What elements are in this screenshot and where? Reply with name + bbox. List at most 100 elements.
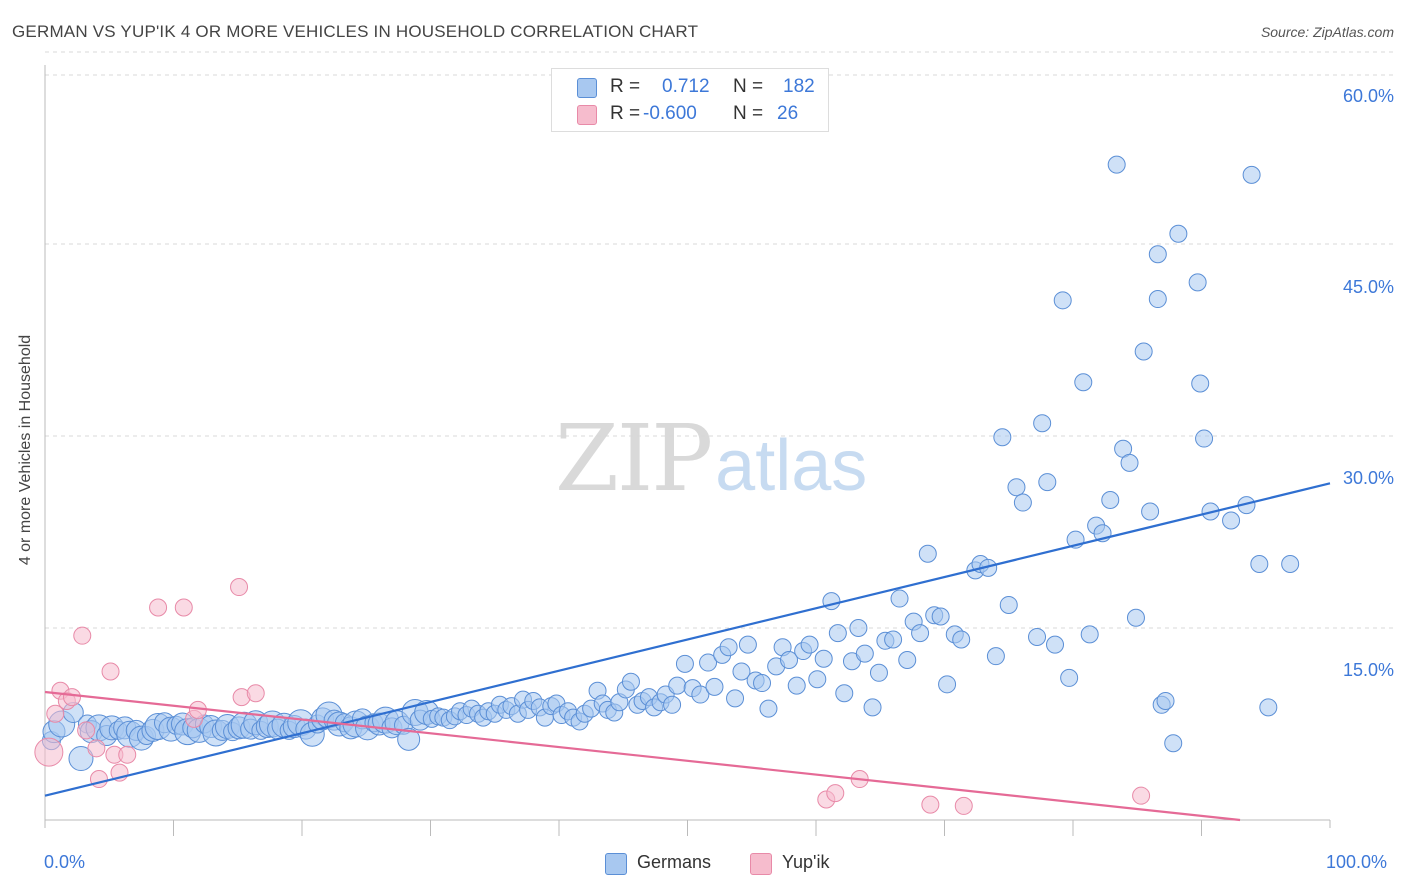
point-germans [1080, 625, 1099, 644]
legend-row-yupik: R = -0.600 N = 26 [552, 101, 828, 127]
stats-legend: R = 0.712 N = 182 R = -0.600 N = 26 [551, 68, 829, 132]
bottom-legend-label-yupik: Yup'ik [782, 852, 830, 872]
point-yupik [77, 721, 96, 740]
bottom-legend-swatch-yupik [750, 853, 772, 875]
legend-swatch-germans [577, 78, 597, 98]
point-germans [1222, 511, 1241, 530]
point-yupik [954, 796, 973, 815]
point-germans [931, 607, 950, 626]
y-axis-label-wrap: 4 or more Vehicles in Household [6, 75, 46, 825]
trend-line-germans [44, 482, 1331, 797]
point-germans [1169, 224, 1188, 243]
x-tick-label: 100.0% [1326, 852, 1388, 872]
point-germans [753, 674, 772, 693]
point-germans [1242, 165, 1261, 184]
point-germans [911, 624, 930, 643]
point-germans [1164, 734, 1183, 753]
point-germans [1007, 478, 1026, 497]
point-germans [663, 695, 682, 714]
y-tick-label: 45.0% [1342, 277, 1394, 297]
point-germans [898, 651, 917, 669]
point-germans [397, 727, 421, 751]
point-yupik [230, 578, 249, 597]
point-yupik [1132, 786, 1151, 805]
point-germans [1046, 635, 1065, 654]
y-tick-label: 30.0% [1342, 468, 1394, 488]
point-germans [691, 685, 710, 704]
legend-row-germans: R = 0.712 N = 182 [552, 74, 828, 100]
source-label: Source: ZipAtlas.com [1260, 24, 1394, 40]
trend-line-yupik [44, 690, 1241, 822]
point-germans [999, 595, 1018, 614]
bottom-legend-swatch-germans [605, 853, 627, 875]
point-germans [855, 644, 874, 663]
point-germans [1126, 608, 1145, 627]
point-germans [849, 619, 868, 637]
point-germans [1281, 555, 1300, 573]
point-germans [808, 670, 827, 689]
point-yupik [826, 784, 845, 803]
point-germans [986, 647, 1005, 666]
point-germans [1191, 374, 1210, 393]
point-germans [732, 662, 751, 681]
point-germans [738, 635, 757, 654]
point-germans [1107, 155, 1126, 174]
point-germans [726, 689, 745, 708]
point-yupik [101, 662, 120, 681]
legend-r-value: 0.712 [662, 76, 710, 97]
point-germans [68, 746, 94, 772]
point-germans [1101, 491, 1120, 509]
legend-n-label: N = [733, 76, 764, 97]
point-germans [814, 649, 833, 668]
point-germans [1074, 373, 1093, 392]
x-tick-label: 0.0% [44, 852, 86, 872]
legend-r-label: R = [610, 103, 641, 124]
point-germans [1250, 555, 1269, 573]
legend-swatch-yupik [577, 105, 597, 125]
point-germans [918, 544, 937, 563]
point-germans [705, 677, 724, 696]
point-germans [1120, 453, 1139, 472]
point-germans [759, 699, 778, 718]
point-germans [800, 635, 819, 654]
point-germans [1259, 698, 1278, 717]
point-yupik [34, 737, 64, 767]
bottom-legend-label-germans: Germans [637, 852, 712, 872]
point-germans [828, 624, 847, 643]
point-yupik [921, 795, 940, 814]
point-germans [1141, 502, 1160, 521]
point-germans [1038, 473, 1057, 492]
point-germans [668, 676, 687, 695]
point-germans [1195, 429, 1214, 448]
legend-n-label: N = [733, 103, 764, 124]
y-tick-label: 60.0% [1342, 86, 1394, 106]
point-germans [1156, 691, 1175, 710]
point-germans [952, 630, 971, 649]
point-germans [1028, 627, 1047, 646]
point-germans [787, 676, 806, 695]
point-yupik [118, 745, 137, 764]
legend-n-value: 182 [783, 76, 815, 97]
watermark: ZIPatlas [555, 405, 867, 512]
point-germans [884, 630, 903, 649]
point-germans [719, 638, 738, 657]
legend-n-value: 26 [777, 103, 799, 124]
point-yupik [246, 684, 265, 703]
point-germans [675, 654, 694, 673]
point-germans [1033, 414, 1052, 433]
point-germans [1060, 668, 1079, 687]
watermark-zip: ZIP [555, 405, 713, 512]
point-yupik [46, 704, 65, 723]
point-yupik [62, 688, 81, 707]
point-germans [1134, 342, 1153, 361]
point-yupik [73, 626, 92, 645]
point-germans [869, 663, 888, 682]
point-yupik [174, 598, 193, 617]
watermark-atlas: atlas [715, 426, 868, 506]
y-tick-label: 15.0% [1342, 660, 1394, 680]
point-germans [621, 672, 640, 691]
point-germans [1188, 273, 1207, 292]
point-germans [993, 428, 1012, 447]
point-germans [780, 651, 799, 669]
